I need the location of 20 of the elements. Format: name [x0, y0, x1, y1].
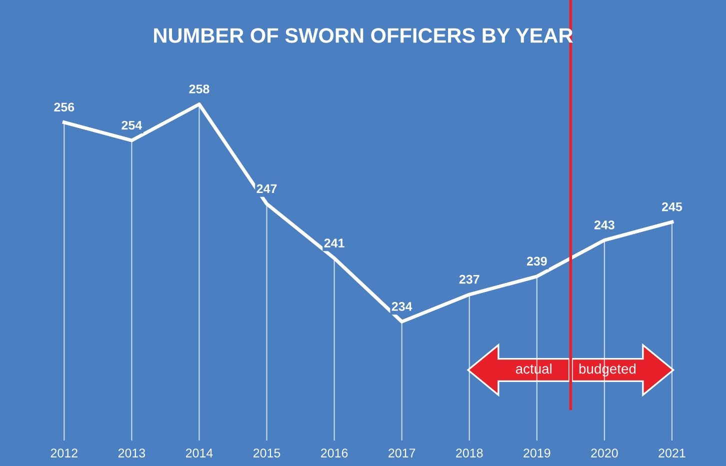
data-label: 254 — [122, 120, 142, 130]
x-tick-label: 2014 — [186, 448, 213, 458]
data-label: 241 — [324, 238, 344, 248]
data-label: 245 — [662, 202, 682, 212]
data-label: 247 — [256, 184, 277, 193]
data-label: 239 — [526, 256, 547, 266]
x-tick-label: 2016 — [321, 448, 348, 458]
x-tick-label: 2012 — [50, 448, 78, 458]
data-label: 237 — [459, 274, 480, 284]
data-label: 234 — [392, 302, 412, 311]
x-tick-label: 2019 — [524, 448, 550, 458]
x-tick-label: 2018 — [456, 448, 483, 458]
x-tick-label: 2015 — [253, 448, 280, 458]
x-tick-label: 2020 — [591, 448, 618, 458]
data-label: 258 — [189, 84, 210, 94]
x-tick-label: 2017 — [388, 448, 416, 458]
data-label: 243 — [594, 220, 614, 230]
x-tick-label: 2021 — [658, 448, 686, 458]
data-label: 256 — [54, 102, 74, 112]
x-tick-label: 2013 — [118, 448, 146, 458]
